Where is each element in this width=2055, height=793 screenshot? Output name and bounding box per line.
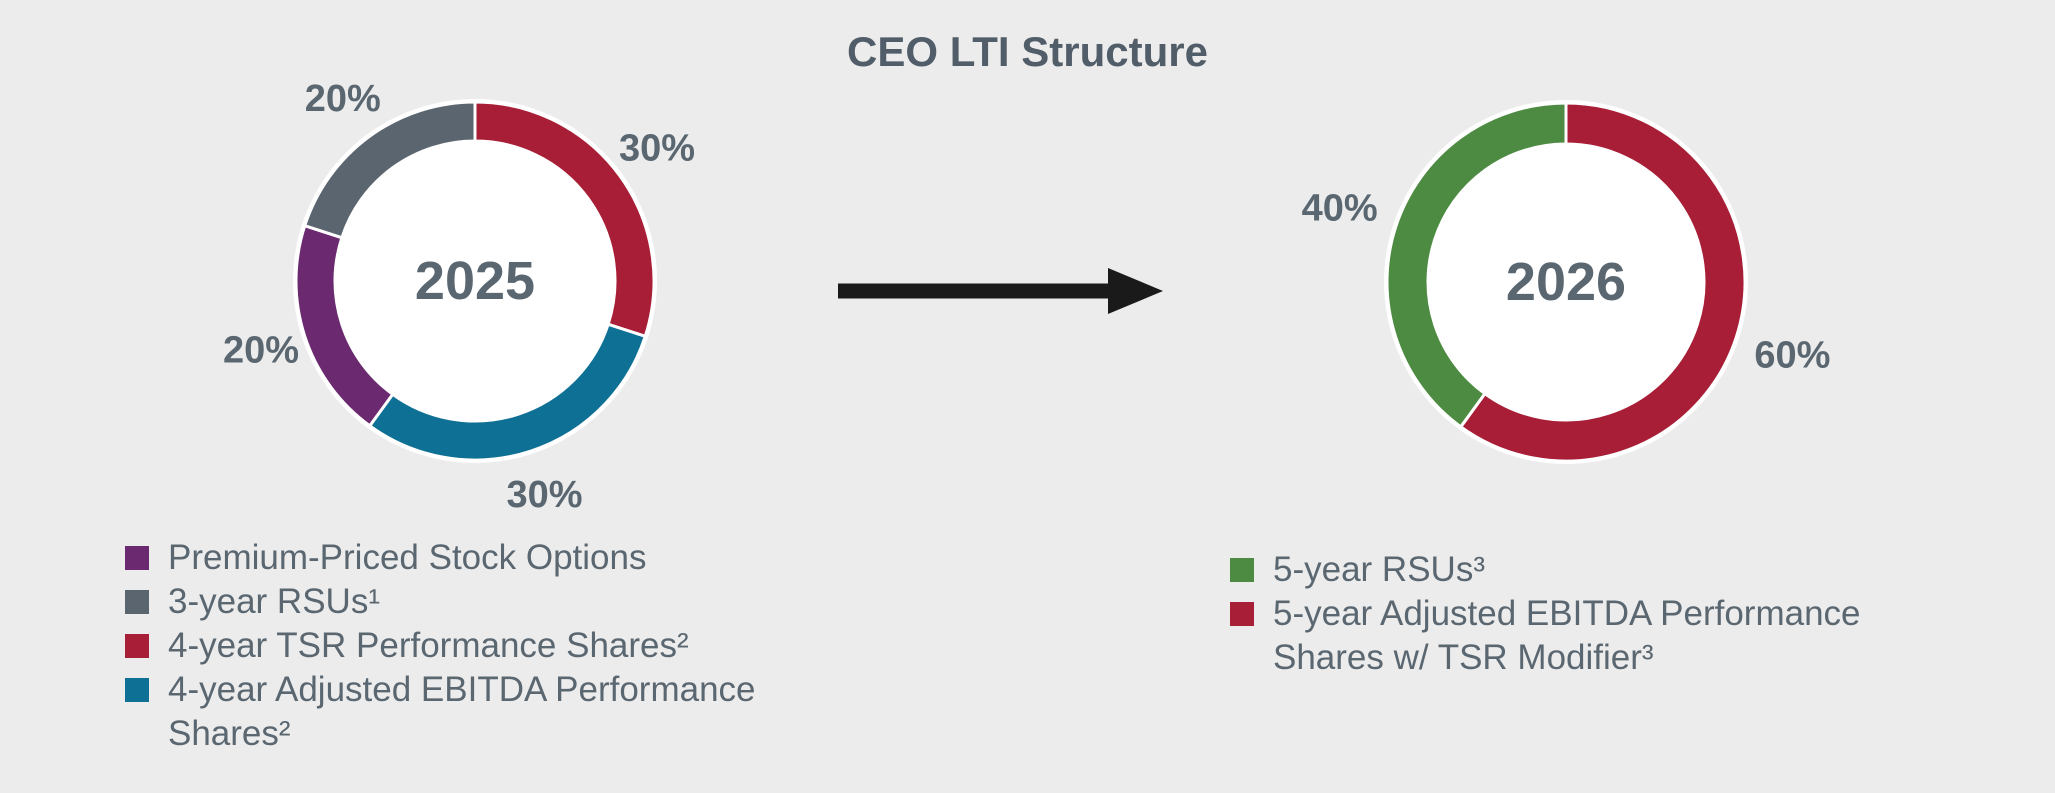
legend-swatch-purple	[125, 546, 149, 570]
percent-label: 20%	[223, 330, 299, 372]
legend-label: 5-year Adjusted EBITDA Performance Share…	[1273, 594, 1861, 677]
legend-2026: 5-year RSUs³ 5-year Adjusted EBITDA Perf…	[1230, 548, 2010, 680]
percent-label: 40%	[1302, 187, 1378, 229]
donut-2026-segment-1	[1385, 101, 1568, 429]
legend-label: 4-year Adjusted EBITDA Performance Share…	[168, 670, 756, 753]
donut-2026-segment-0	[1458, 101, 1747, 463]
legend-item: 5-year Adjusted EBITDA Performance Share…	[1230, 592, 2010, 680]
donut-base-disc	[293, 99, 657, 463]
legend-item: 4-year Adjusted EBITDA Performance Share…	[125, 668, 875, 756]
donut-chart-2026: 60% 40% 2026	[1302, 100, 1830, 464]
donut-2025-segment-3	[302, 100, 477, 240]
legend-label: 3-year RSUs¹	[168, 582, 380, 621]
right-arrow-icon	[838, 268, 1163, 314]
legend-swatch-gray	[125, 590, 149, 614]
legend-2025: Premium-Priced Stock Options 3-year RSUs…	[125, 536, 875, 756]
donut-chart-2025: 30% 30% 20% 20% 2025	[223, 78, 695, 516]
legend-item: 4-year TSR Performance Shares²	[125, 624, 875, 668]
legend-swatch-red	[125, 634, 149, 658]
legend-label: 4-year TSR Performance Shares²	[168, 626, 689, 665]
donut-center-label: 2026	[1506, 252, 1626, 312]
percent-label: 30%	[619, 128, 695, 170]
donut-base-disc	[1384, 100, 1748, 464]
percent-label: 30%	[506, 474, 582, 516]
legend-swatch-green	[1230, 558, 1254, 582]
legend-label: Premium-Priced Stock Options	[168, 538, 647, 577]
legend-item: 5-year RSUs³	[1230, 548, 2010, 592]
donut-center-label: 2025	[415, 251, 535, 311]
legend-swatch-red	[1230, 602, 1254, 626]
legend-swatch-blue	[125, 678, 149, 702]
legend-item: 3-year RSUs¹	[125, 580, 875, 624]
chart-title: CEO LTI Structure	[847, 28, 1208, 75]
legend-label: 5-year RSUs³	[1273, 550, 1485, 589]
percent-label: 20%	[305, 78, 381, 120]
percent-label: 60%	[1754, 335, 1830, 377]
legend-item: Premium-Priced Stock Options	[125, 536, 875, 580]
